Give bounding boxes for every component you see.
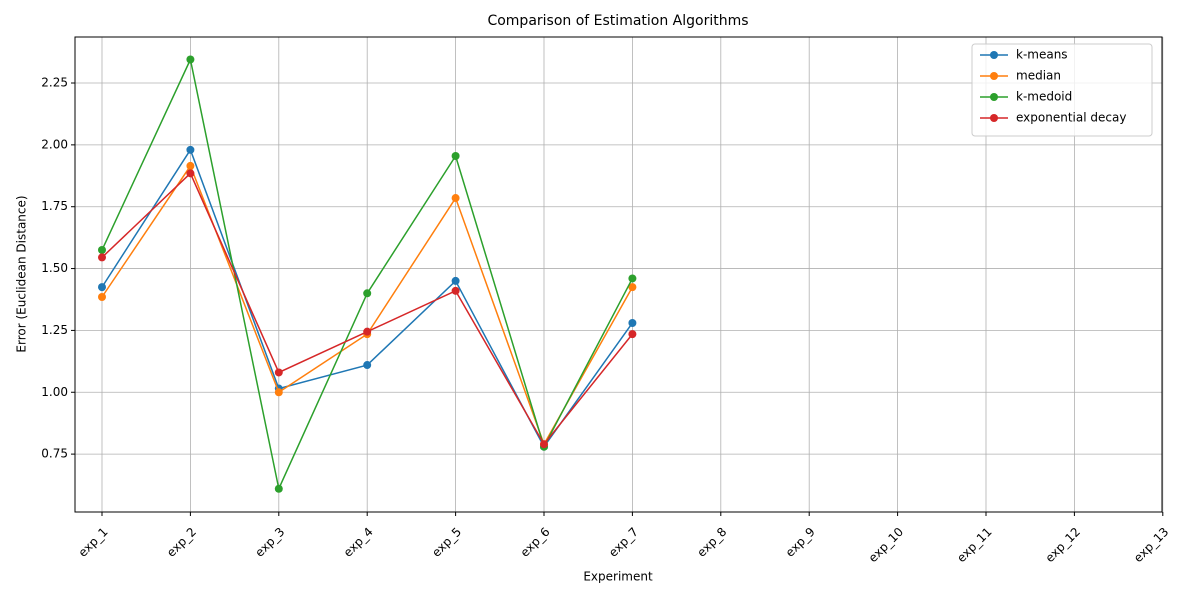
y-tick-label: 1.50	[41, 261, 68, 275]
chart-title: Comparison of Estimation Algorithms	[487, 13, 748, 29]
point	[98, 253, 106, 262]
point	[451, 286, 460, 295]
x-axis-label: Experiment	[583, 570, 653, 584]
x-tick-label: exp_6	[518, 525, 553, 560]
point	[628, 274, 637, 283]
legend-box	[971, 43, 1153, 137]
y-tick-label: 1.00	[41, 385, 68, 399]
point	[628, 330, 637, 339]
x-tick-label: exp_13	[1131, 525, 1171, 565]
point	[186, 169, 195, 178]
point	[363, 361, 372, 370]
x-tick-label: exp_10	[866, 525, 906, 565]
point	[274, 368, 283, 377]
point	[274, 484, 283, 493]
x-tick-label: exp_4	[341, 525, 376, 560]
y-tick-label: 0.75	[41, 447, 68, 461]
legend-marker	[990, 93, 998, 101]
point	[98, 246, 106, 255]
x-tick-label: exp_11	[954, 525, 994, 565]
point	[363, 327, 372, 336]
point	[186, 55, 195, 64]
point	[186, 161, 195, 170]
x-tick-label: exp_1	[76, 525, 111, 560]
plot-frame	[74, 36, 1163, 513]
legend-marker	[990, 51, 998, 59]
x-tick-label: exp_3	[252, 525, 287, 560]
x-tick-label: exp_7	[606, 525, 641, 560]
point	[628, 283, 637, 292]
legend-label: k-medoid	[1016, 90, 1072, 104]
legend-label: k-means	[1016, 48, 1068, 62]
y-tick-label: 2.25	[41, 76, 68, 90]
y-tick-label: 2.00	[41, 137, 68, 151]
legend-label: exponential decay	[1016, 111, 1126, 125]
y-axis-label: Error (Euclidean Distance)	[15, 195, 29, 352]
point	[451, 276, 460, 285]
x-tick-label: exp_2	[164, 525, 199, 560]
legend-marker	[990, 72, 998, 80]
legend-marker	[990, 114, 998, 122]
x-tick-label: exp_12	[1043, 525, 1083, 565]
point	[540, 440, 548, 449]
point	[628, 318, 637, 327]
x-tick-label: exp_9	[783, 525, 818, 560]
point	[98, 283, 106, 292]
x-tick-label: exp_5	[429, 525, 464, 560]
point	[98, 293, 106, 302]
point	[451, 151, 460, 160]
point	[186, 145, 195, 154]
y-tick-label: 1.25	[41, 323, 68, 337]
y-tick-label: 1.75	[41, 199, 68, 213]
legend-label: median	[1016, 69, 1061, 83]
x-tick-label: exp_8	[694, 525, 729, 560]
point	[363, 289, 372, 298]
point	[451, 194, 460, 203]
point	[274, 388, 283, 397]
